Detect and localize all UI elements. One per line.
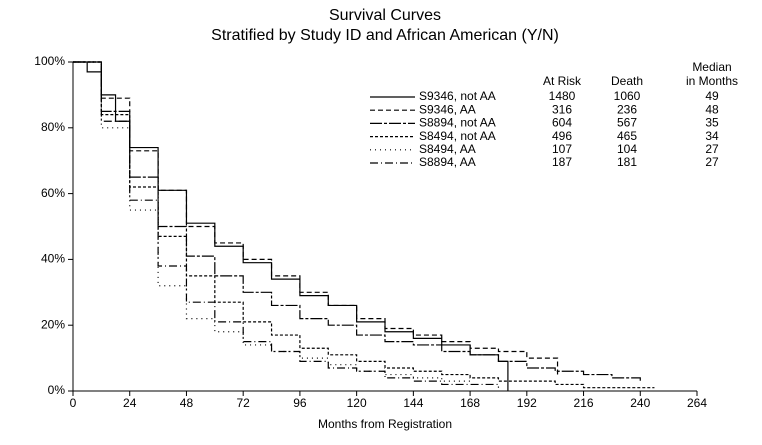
legend-header: Death xyxy=(611,74,643,88)
legend-label: S9346, AA xyxy=(419,102,476,116)
x-tick-label: 48 xyxy=(180,396,194,410)
legend-header: in Months xyxy=(686,74,738,88)
x-tick-label: 96 xyxy=(293,396,307,410)
x-axis-label: Months from Registration xyxy=(318,417,452,431)
x-tick-label: 216 xyxy=(574,396,594,410)
legend-median: 49 xyxy=(705,89,719,103)
legend-label: S8494, AA xyxy=(419,142,476,156)
chart-title: Survival Curves xyxy=(329,7,441,24)
x-tick-label: 168 xyxy=(460,396,480,410)
legend-label: S8894, AA xyxy=(419,155,476,169)
legend-label: S8894, not AA xyxy=(419,116,496,130)
legend-median: 48 xyxy=(705,102,719,116)
x-tick-label: 0 xyxy=(70,396,77,410)
legend-death: 567 xyxy=(617,116,637,130)
legend-median: 27 xyxy=(705,155,719,169)
survival-curve xyxy=(73,61,655,389)
legend-death: 181 xyxy=(617,155,637,169)
legend-death: 465 xyxy=(617,129,637,143)
legend-header: Median xyxy=(692,60,731,74)
y-tick-label: 0% xyxy=(48,383,66,397)
legend-label: S8494, not AA xyxy=(419,129,496,143)
y-tick-label: 100% xyxy=(34,54,65,68)
legend-label: S9346, not AA xyxy=(419,89,496,103)
y-tick-label: 60% xyxy=(41,186,65,200)
chart-subtitle: Stratified by Study ID and African Ameri… xyxy=(211,27,559,44)
legend-death: 1060 xyxy=(614,89,641,103)
legend-median: 34 xyxy=(705,129,719,143)
survival-curve xyxy=(73,61,500,388)
legend-death: 104 xyxy=(617,142,637,156)
x-tick-label: 240 xyxy=(630,396,650,410)
legend-at-risk: 1480 xyxy=(549,89,576,103)
legend-at-risk: 107 xyxy=(552,142,572,156)
legend-death: 236 xyxy=(617,102,637,116)
legend-header: At Risk xyxy=(543,74,582,88)
x-tick-label: 144 xyxy=(403,396,423,410)
legend-at-risk: 604 xyxy=(552,116,572,130)
legend-at-risk: 316 xyxy=(552,102,572,116)
legend-at-risk: 496 xyxy=(552,129,572,143)
x-tick-label: 264 xyxy=(687,396,707,410)
survival-curve xyxy=(73,61,641,382)
legend-median: 35 xyxy=(705,116,719,130)
x-tick-label: 72 xyxy=(237,396,251,410)
x-tick-label: 192 xyxy=(517,396,537,410)
y-tick-label: 40% xyxy=(41,252,65,266)
y-tick-label: 80% xyxy=(41,120,65,134)
x-tick-label: 120 xyxy=(347,396,367,410)
x-tick-label: 24 xyxy=(123,396,137,410)
legend-median: 27 xyxy=(705,142,719,156)
y-tick-label: 20% xyxy=(41,317,65,331)
legend-at-risk: 187 xyxy=(552,155,572,169)
survival-curve xyxy=(73,61,559,375)
